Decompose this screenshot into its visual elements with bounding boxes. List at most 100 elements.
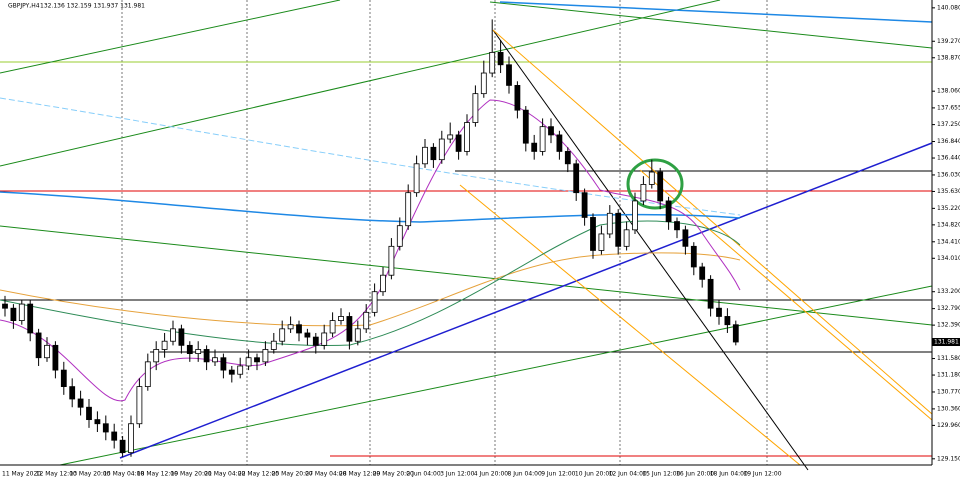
candle-body (195, 349, 202, 354)
x-tick-label: 15 May 04:00 (103, 471, 144, 478)
candle-body (119, 439, 126, 454)
x-tick-label: 18 May 12:00 (137, 471, 178, 478)
candle-body (724, 316, 731, 326)
highlight-circle (626, 158, 684, 210)
trend-line (489, 1, 933, 49)
y-tick-label: 138.060 (937, 88, 960, 95)
ma-line (0, 220, 741, 347)
y-tick-label: 137.250 (937, 121, 960, 128)
candle-body (220, 357, 227, 371)
candle-body (422, 146, 428, 165)
candle-body (548, 126, 554, 136)
candle-body (128, 423, 134, 454)
candle-body (346, 316, 353, 342)
y-tick-label: 134.410 (937, 238, 960, 245)
channel-line (639, 169, 933, 421)
y-tick-label: 133.200 (937, 288, 960, 295)
candle-body (262, 349, 269, 363)
candle-body (312, 336, 319, 346)
candle-body (539, 126, 546, 152)
candle-body (237, 365, 244, 375)
candles (2, 19, 739, 457)
y-tick-label: 137.655 (937, 104, 960, 111)
candle-body (447, 134, 454, 140)
candle-body (430, 146, 437, 161)
candle-body (606, 212, 613, 235)
y-tick-label: 130.360 (937, 405, 960, 412)
trend-line (59, 285, 933, 466)
candle-body (581, 192, 588, 218)
candle-body (464, 122, 470, 152)
x-tick-label: 11 May 2020 (2, 471, 41, 478)
candle-body (287, 324, 294, 330)
x-tick-label: 13 May 20:00 (69, 471, 110, 478)
x-tick-label: 25 May 20:00 (272, 471, 313, 478)
trend-line (119, 142, 933, 459)
candle-body (279, 328, 286, 342)
x-tick-label: 19 Jun 12:00 (743, 471, 781, 478)
x-tick-label: 8 Jun 04:00 (508, 471, 542, 478)
candle-body (489, 52, 496, 74)
candle-body (455, 134, 462, 152)
candle-body (438, 138, 445, 161)
y-tick-label: 138.870 (937, 54, 960, 61)
x-tick-label: 12 May 12:00 (36, 471, 77, 478)
candle-body (514, 85, 521, 111)
candle-body (648, 171, 655, 185)
candle-body (153, 349, 160, 363)
candle-body (77, 398, 84, 408)
y-tick-label: 131.180 (937, 372, 960, 379)
candle-body (590, 217, 596, 251)
candle-body (405, 192, 412, 227)
y-tick-label: 134.820 (937, 221, 960, 228)
candle-body (212, 357, 218, 363)
channel-line (459, 184, 801, 466)
x-tick-label: 9 Jun 12:00 (541, 471, 575, 478)
candle-body (707, 278, 714, 309)
candle-body (497, 52, 504, 66)
y-tick-label: 129.960 (937, 422, 960, 429)
x-tick-label: 28 May 12:00 (339, 471, 380, 478)
drawings (0, 0, 933, 471)
candle-body (388, 245, 395, 276)
candle-body (35, 332, 42, 359)
candle-body (690, 245, 697, 268)
candle-body (598, 233, 605, 251)
x-tick-label: 22 May 12:00 (238, 471, 279, 478)
candle-body (86, 406, 92, 421)
candle-body (296, 324, 302, 334)
y-tick-label: 132.390 (937, 322, 960, 329)
x-tick-label: 27 May 04:00 (305, 471, 346, 478)
x-tick-label: 4 Jun 20:00 (474, 471, 508, 478)
candle-body (413, 163, 420, 194)
candle-body (2, 303, 8, 309)
y-tick-label: 140.080 (937, 4, 960, 11)
y-tick-label: 134.010 (937, 255, 960, 262)
candle-body (245, 357, 252, 367)
x-tick-label: 18 Jun 04:00 (710, 471, 748, 478)
candle-body (144, 361, 151, 388)
candle-body (682, 229, 689, 247)
candle-body (665, 200, 672, 222)
y-tick-label: 136.030 (937, 171, 960, 178)
candle-body (716, 307, 722, 317)
price-label: 131.981 (934, 339, 959, 346)
candle-body (228, 369, 235, 375)
y-tick-label: 132.790 (937, 305, 960, 312)
candle-body (623, 229, 630, 247)
y-tick-label: 129.150 (937, 455, 960, 462)
candle-body (480, 72, 487, 95)
y-tick-label: 135.220 (937, 205, 960, 212)
candle-body (531, 142, 538, 152)
candle-body (640, 184, 647, 202)
x-tick-label: 12 Jun 04:00 (609, 471, 647, 478)
candle-body (102, 423, 109, 433)
trend-line (0, 225, 933, 326)
candle-body (304, 332, 311, 338)
candle-body (321, 332, 328, 346)
candle-body (657, 171, 664, 202)
ma-line (0, 252, 741, 327)
candle-body (354, 328, 361, 342)
candle-body (136, 386, 143, 425)
candle-body (506, 64, 512, 86)
